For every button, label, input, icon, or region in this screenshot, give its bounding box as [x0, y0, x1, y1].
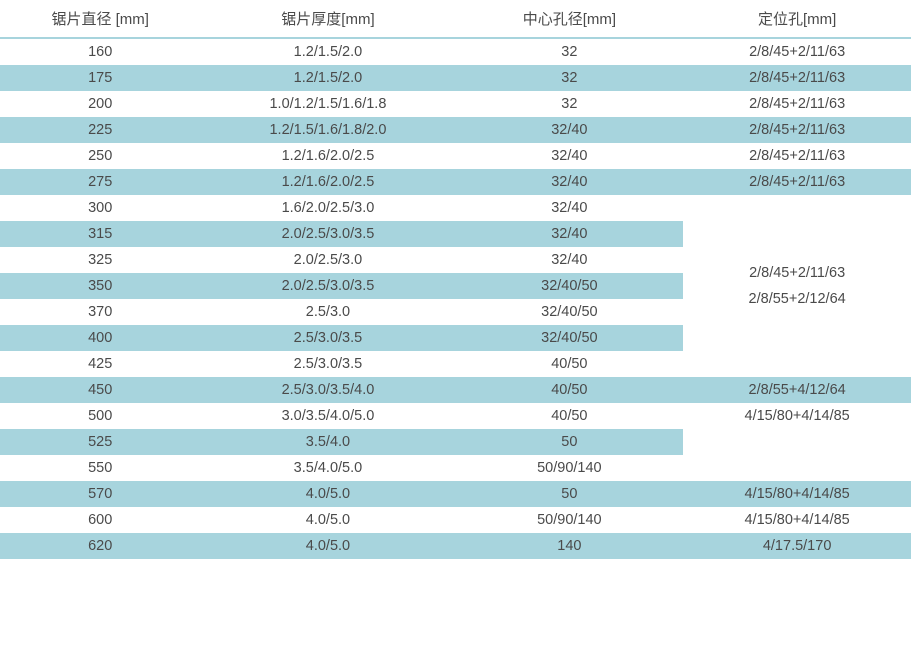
cell-thickness: 1.6/2.0/2.5/3.0: [200, 195, 455, 221]
cell-diameter: 550: [0, 455, 200, 481]
cell-pinhole: 2/8/45+2/11/63: [683, 169, 911, 195]
cell-bore: 140: [455, 533, 683, 559]
col-header-pinhole: 定位孔[mm]: [683, 0, 911, 38]
table-row: 1601.2/1.5/2.0322/8/45+2/11/63: [0, 38, 911, 65]
cell-bore: 32/40/50: [455, 273, 683, 299]
cell-pinhole: 2/8/45+2/11/63: [683, 91, 911, 117]
cell-diameter: 500: [0, 403, 200, 429]
table-row: 5253.5/4.050: [0, 429, 911, 455]
cell-bore: 32/40/50: [455, 325, 683, 351]
cell-thickness: 3.5/4.0/5.0: [200, 455, 455, 481]
cell-thickness: 1.2/1.6/2.0/2.5: [200, 169, 455, 195]
cell-thickness: 3.5/4.0: [200, 429, 455, 455]
cell-thickness: 2.5/3.0/3.5: [200, 325, 455, 351]
cell-bore: 50: [455, 429, 683, 455]
cell-diameter: 400: [0, 325, 200, 351]
cell-bore: 32/40: [455, 195, 683, 221]
cell-bore: 50/90/140: [455, 455, 683, 481]
cell-bore: 50: [455, 481, 683, 507]
cell-diameter: 450: [0, 377, 200, 403]
cell-thickness: 3.0/3.5/4.0/5.0: [200, 403, 455, 429]
cell-diameter: 600: [0, 507, 200, 533]
cell-bore: 32: [455, 91, 683, 117]
cell-pinhole: 4/15/80+4/14/85: [683, 481, 911, 507]
cell-thickness: 2.0/2.5/3.0/3.5: [200, 221, 455, 247]
table-row: 2251.2/1.5/1.6/1.8/2.032/402/8/45+2/11/6…: [0, 117, 911, 143]
cell-thickness: 4.0/5.0: [200, 507, 455, 533]
cell-thickness: 2.5/3.0/3.5/4.0: [200, 377, 455, 403]
cell-pinhole: 4/17.5/170: [683, 533, 911, 559]
cell-thickness: 1.2/1.5/2.0: [200, 38, 455, 65]
col-header-thickness: 锯片厚度[mm]: [200, 0, 455, 38]
table-row: 1751.2/1.5/2.0322/8/45+2/11/63: [0, 65, 911, 91]
table-row: 2001.0/1.2/1.5/1.6/1.8322/8/45+2/11/63: [0, 91, 911, 117]
cell-thickness: 2.0/2.5/3.0: [200, 247, 455, 273]
cell-bore: 50/90/140: [455, 507, 683, 533]
cell-thickness: 4.0/5.0: [200, 481, 455, 507]
table-row: 2501.2/1.6/2.0/2.532/402/8/45+2/11/63: [0, 143, 911, 169]
cell-bore: 40/50: [455, 377, 683, 403]
table-row: 6204.0/5.01404/17.5/170: [0, 533, 911, 559]
cell-thickness: 1.2/1.5/2.0: [200, 65, 455, 91]
cell-diameter: 325: [0, 247, 200, 273]
cell-bore: 32/40/50: [455, 299, 683, 325]
cell-pinhole: 2/8/45+2/11/63: [683, 117, 911, 143]
cell-diameter: 175: [0, 65, 200, 91]
cell-bore: 32: [455, 38, 683, 65]
cell-bore: 40/50: [455, 403, 683, 429]
cell-diameter: 300: [0, 195, 200, 221]
cell-bore: 32/40: [455, 143, 683, 169]
table-row: 4502.5/3.0/3.5/4.040/502/8/55+4/12/64: [0, 377, 911, 403]
cell-pinhole: 2/8/45+2/11/63: [683, 65, 911, 91]
spec-table-container: 锯片直径 [mm] 锯片厚度[mm] 中心孔径[mm] 定位孔[mm] 1601…: [0, 0, 911, 559]
cell-pinhole: 2/8/45+2/11/63: [683, 38, 911, 65]
cell-diameter: 250: [0, 143, 200, 169]
cell-thickness: 1.2/1.6/2.0/2.5: [200, 143, 455, 169]
cell-diameter: 425: [0, 351, 200, 377]
cell-thickness: 4.0/5.0: [200, 533, 455, 559]
table-row: 5704.0/5.0504/15/80+4/14/85: [0, 481, 911, 507]
cell-thickness: 1.0/1.2/1.5/1.6/1.8: [200, 91, 455, 117]
table-row: 3001.6/2.0/2.5/3.032/402/8/45+2/11/632/8…: [0, 195, 911, 221]
cell-diameter: 225: [0, 117, 200, 143]
cell-bore: 32/40: [455, 169, 683, 195]
cell-thickness: 2.0/2.5/3.0/3.5: [200, 273, 455, 299]
cell-bore: 32/40: [455, 117, 683, 143]
cell-diameter: 350: [0, 273, 200, 299]
cell-diameter: 370: [0, 299, 200, 325]
cell-pinhole: 2/8/45+2/11/63: [683, 143, 911, 169]
cell-diameter: 160: [0, 38, 200, 65]
cell-thickness: 2.5/3.0/3.5: [200, 351, 455, 377]
table-row: 2751.2/1.6/2.0/2.532/402/8/45+2/11/63: [0, 169, 911, 195]
spec-table: 锯片直径 [mm] 锯片厚度[mm] 中心孔径[mm] 定位孔[mm] 1601…: [0, 0, 911, 559]
col-header-bore: 中心孔径[mm]: [455, 0, 683, 38]
cell-pinhole: 4/15/80+4/14/85: [683, 507, 911, 533]
cell-diameter: 315: [0, 221, 200, 247]
cell-thickness: 1.2/1.5/1.6/1.8/2.0: [200, 117, 455, 143]
cell-diameter: 570: [0, 481, 200, 507]
cell-bore: 32/40: [455, 221, 683, 247]
cell-pinhole: 2/8/55+4/12/64: [683, 377, 911, 403]
table-header-row: 锯片直径 [mm] 锯片厚度[mm] 中心孔径[mm] 定位孔[mm]: [0, 0, 911, 38]
cell-diameter: 525: [0, 429, 200, 455]
cell-thickness: 2.5/3.0: [200, 299, 455, 325]
table-row: 6004.0/5.050/90/1404/15/80+4/14/85: [0, 507, 911, 533]
cell-bore: 32: [455, 65, 683, 91]
cell-pinhole-merged: 2/8/45+2/11/632/8/55+2/12/64: [683, 195, 911, 377]
cell-bore: 40/50: [455, 351, 683, 377]
cell-diameter: 275: [0, 169, 200, 195]
table-row: 5003.0/3.5/4.0/5.040/504/15/80+4/14/85: [0, 403, 911, 429]
cell-pinhole: 4/15/80+4/14/85: [683, 403, 911, 429]
cell-pinhole-merged: [683, 429, 911, 481]
cell-diameter: 620: [0, 533, 200, 559]
cell-diameter: 200: [0, 91, 200, 117]
col-header-diameter: 锯片直径 [mm]: [0, 0, 200, 38]
table-body: 1601.2/1.5/2.0322/8/45+2/11/631751.2/1.5…: [0, 38, 911, 559]
cell-bore: 32/40: [455, 247, 683, 273]
